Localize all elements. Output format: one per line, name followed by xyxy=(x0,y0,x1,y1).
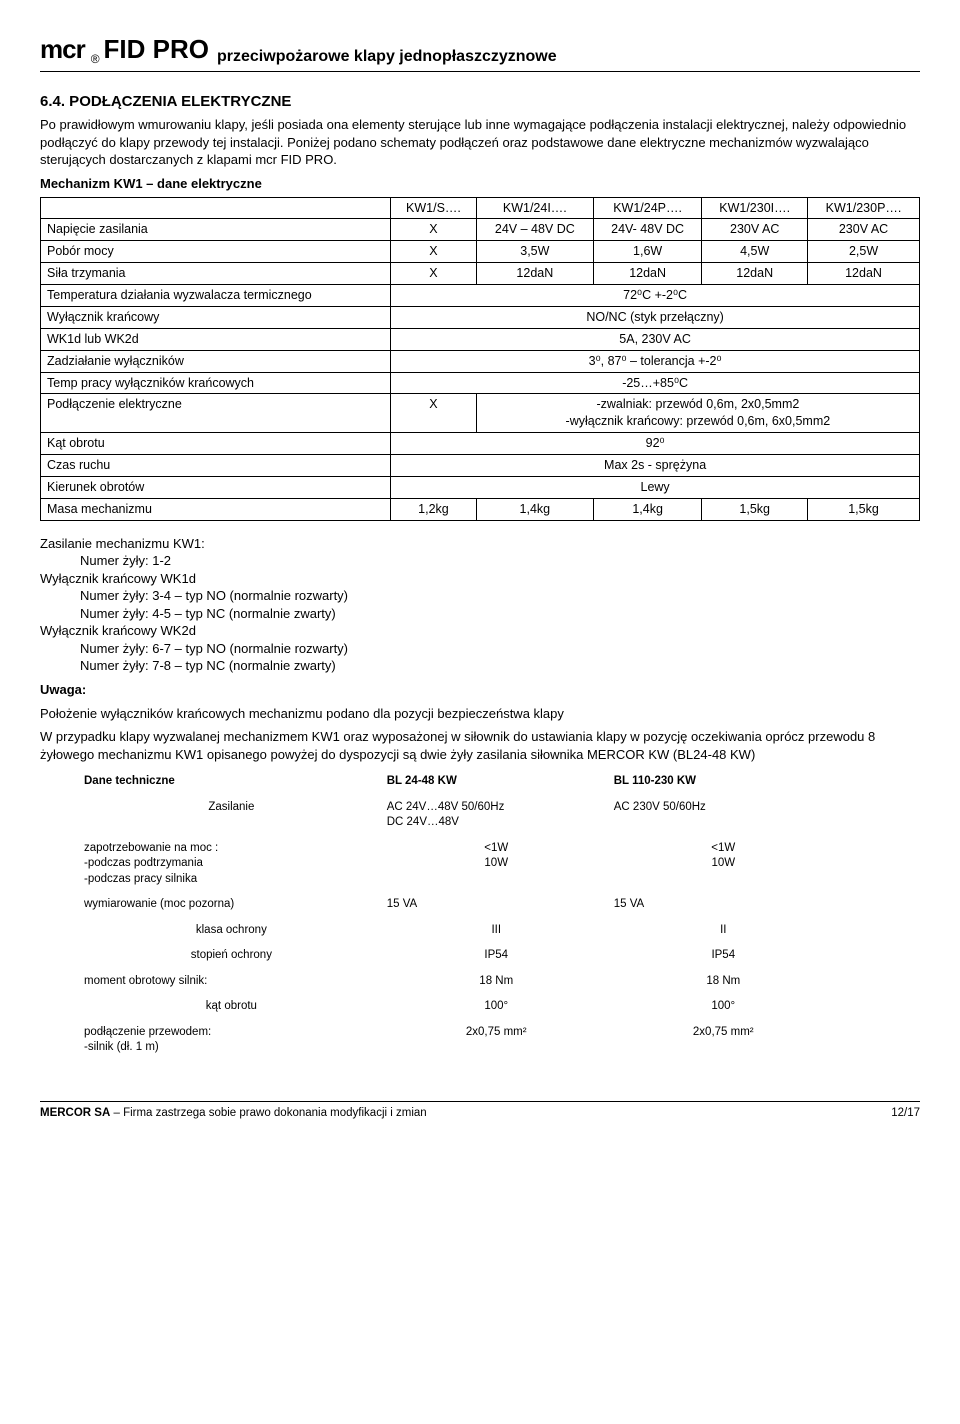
tech-row: ZasilanieAC 24V…48V 50/60Hz DC 24V…48VAC… xyxy=(80,795,837,836)
tech-header-row: Dane techniczne BL 24-48 KW BL 110-230 K… xyxy=(80,769,837,795)
kw1-header-row: KW1/S…. KW1/24I…. KW1/24P…. KW1/230I…. K… xyxy=(41,197,920,219)
section-heading: 6.4. PODŁĄCZENIA ELEKTRYCZNE xyxy=(40,92,920,112)
kw1-col: KW1/24P…. xyxy=(593,197,701,219)
line: Numer żyły: 1-2 xyxy=(80,553,171,568)
tech-row: kąt obrotu100°100° xyxy=(80,994,837,1020)
line: Numer żyły: 4-5 – typ NC (normalnie zwar… xyxy=(80,606,336,621)
uwaga-text-1: Położenie wyłączników krańcowych mechani… xyxy=(40,705,920,723)
tech-row: zapotrzebowanie na moc : -podczas podtrz… xyxy=(80,836,837,893)
table-row: Podłączenie elektryczneX-zwalniak: przew… xyxy=(41,394,920,433)
table-row: Kierunek obrotówLewy xyxy=(41,476,920,498)
logo: mcr xyxy=(40,32,85,67)
uwaga-text-2: W przypadku klapy wyzwalanej mechanizmem… xyxy=(40,728,920,763)
table-row: Czas ruchuMax 2s - sprężyna xyxy=(41,455,920,477)
kw1-table: KW1/S…. KW1/24I…. KW1/24P…. KW1/230I…. K… xyxy=(40,197,920,521)
footer-left: MERCOR SA – Firma zastrzega sobie prawo … xyxy=(40,1106,427,1122)
kw1-heading: Mechanizm KW1 – dane elektryczne xyxy=(40,175,920,193)
table-row: Pobór mocyX3,5W1,6W4,5W2,5W xyxy=(41,241,920,263)
kw1-col xyxy=(41,197,391,219)
table-row: WK1d lub WK2d5A, 230V AC xyxy=(41,328,920,350)
table-row: Napięcie zasilaniaX24V – 48V DC24V- 48V … xyxy=(41,219,920,241)
table-row: Temp pracy wyłączników krańcowych-25…+85… xyxy=(41,372,920,394)
page-number: 12/17 xyxy=(891,1106,920,1122)
section-intro: Po prawidłowym wmurowaniu klapy, jeśli p… xyxy=(40,116,920,169)
product-subtitle: przeciwpożarowe klapy jednopłaszczyznowe xyxy=(217,46,557,68)
registered-mark: ® xyxy=(91,51,100,67)
table-row: Temperatura działania wyzwalacza termicz… xyxy=(41,285,920,307)
kw1-col: KW1/230P…. xyxy=(808,197,920,219)
line: Numer żyły: 3-4 – typ NO (normalnie rozw… xyxy=(80,588,348,603)
line: Wyłącznik krańcowy WK2d xyxy=(40,623,196,638)
kw1-col: KW1/24I…. xyxy=(476,197,593,219)
tech-row: podłączenie przewodem: -silnik (dł. 1 m)… xyxy=(80,1020,837,1061)
table-row: Kąt obrotu92⁰ xyxy=(41,433,920,455)
tech-row: klasa ochronyIIIII xyxy=(80,918,837,944)
kw1-col: KW1/230I…. xyxy=(702,197,808,219)
tech-table: Dane techniczne BL 24-48 KW BL 110-230 K… xyxy=(80,769,837,1061)
kw1-col: KW1/S…. xyxy=(391,197,477,219)
table-row: Masa mechanizmu1,2kg1,4kg1,4kg1,5kg1,5kg xyxy=(41,498,920,520)
tech-row: moment obrotowy silnik:18 Nm18 Nm xyxy=(80,969,837,995)
tech-row: wymiarowanie (moc pozorna)15 VA15 VA xyxy=(80,892,837,918)
document-header: mcr ® FID PRO przeciwpożarowe klapy jedn… xyxy=(40,32,920,72)
table-row: Wyłącznik krańcowyNO/NC (styk przełączny… xyxy=(41,306,920,328)
zasilanie-block: Zasilanie mechanizmu KW1: Numer żyły: 1-… xyxy=(40,535,920,675)
line: Numer żyły: 7-8 – typ NC (normalnie zwar… xyxy=(80,658,336,673)
line: Numer żyły: 6-7 – typ NO (normalnie rozw… xyxy=(80,641,348,656)
line: Zasilanie mechanizmu KW1: xyxy=(40,536,205,551)
page-footer: MERCOR SA – Firma zastrzega sobie prawo … xyxy=(40,1101,920,1122)
line: Wyłącznik krańcowy WK1d xyxy=(40,571,196,586)
uwaga-heading: Uwaga: xyxy=(40,681,920,699)
table-row: Siła trzymaniaX12daN12daN12daN12daN xyxy=(41,263,920,285)
table-row: Zadziałanie wyłączników3⁰, 87⁰ – toleran… xyxy=(41,350,920,372)
tech-row: stopień ochronyIP54IP54 xyxy=(80,943,837,969)
product-title: FID PRO xyxy=(104,32,209,67)
